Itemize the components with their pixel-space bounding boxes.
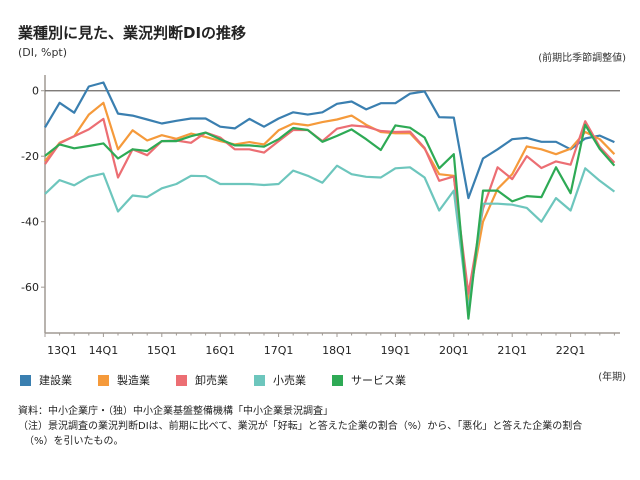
chart-title: 業種別に見た、業況判断DIの推移 (18, 24, 247, 42)
x-tick-label: 18Q1 (322, 344, 352, 357)
legend-item: 建設業 (20, 372, 98, 388)
x-tick-label: 19Q1 (381, 344, 411, 357)
x-tick-label: 20Q1 (439, 344, 469, 357)
legend-label: 建設業 (39, 374, 72, 387)
x-tick-label: 16Q1 (205, 344, 235, 357)
series-line-製造業 (44, 101, 616, 303)
y-tick-label: -60 (21, 281, 39, 294)
legend-label: サービス業 (351, 374, 406, 387)
note-line-cont: （%）を引いたもの。 (24, 436, 124, 447)
legend-swatch (176, 374, 187, 386)
legend-label: 小売業 (273, 374, 306, 387)
series-line-小売業 (44, 164, 616, 312)
note-line: （注）景況調査の業況判断DIは、前期に比べて、業況が「好転」と答えた企業の割合（… (18, 421, 583, 432)
series-line-建設業 (44, 81, 615, 200)
legend-item: 卸売業 (176, 372, 254, 388)
legend-label: 製造業 (117, 374, 150, 387)
adjustment-label: (前期比季節調整値) (538, 53, 626, 64)
x-tick-label: 15Q1 (147, 344, 177, 357)
legend-item: サービス業 (332, 372, 410, 388)
x-tick-label: 14Q1 (89, 344, 119, 357)
x-tick-label: 13Q1 (47, 344, 77, 357)
legend-label: 卸売業 (195, 374, 228, 387)
y-tick-label: -40 (21, 216, 39, 229)
legend-swatch (254, 374, 265, 386)
legend-swatch (20, 374, 31, 386)
legend-swatch (98, 374, 109, 386)
source-notes: 資料：中小企業庁・（独）中小企業基盤整備機構「中小企業景況調査」 （注）景況調査… (18, 404, 582, 449)
series-line-サービス業 (44, 123, 616, 320)
x-tick-label: 17Q1 (264, 344, 294, 357)
y-tick-label: 0 (32, 85, 39, 98)
x-tick-label: 21Q1 (497, 344, 527, 357)
x-unit-label: (年期) (598, 372, 626, 383)
legend-item: 小売業 (254, 372, 332, 388)
legend-swatch (332, 374, 343, 386)
legend-item: 製造業 (98, 372, 176, 388)
y-tick-label: -20 (21, 150, 39, 163)
series-line-卸売業 (44, 117, 616, 295)
y-unit-label: (DI, %pt) (18, 46, 68, 59)
legend: 建設業 製造業 卸売業 小売業 サービス業 (20, 372, 410, 388)
source-line: 資料：中小企業庁・（独）中小企業基盤整備機構「中小企業景況調査」 (18, 406, 333, 417)
x-tick-label: 22Q1 (556, 344, 586, 357)
